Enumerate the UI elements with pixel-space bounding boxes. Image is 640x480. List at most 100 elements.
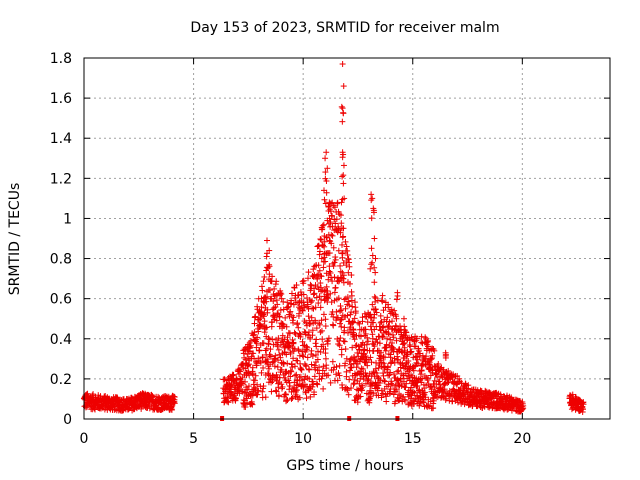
data-point (295, 304, 302, 311)
data-point (303, 319, 310, 326)
data-point (328, 299, 335, 306)
data-point (251, 329, 258, 336)
data-point-peak (339, 105, 346, 112)
data-point (268, 379, 275, 386)
data-point (225, 399, 232, 406)
data-point (275, 393, 282, 400)
data-point (315, 300, 322, 307)
data-point (331, 274, 338, 281)
chart-title: Day 153 of 2023, SRMTID for receiver mal… (190, 20, 499, 36)
data-point (294, 393, 301, 400)
data-point (290, 314, 297, 321)
data-point (277, 307, 284, 314)
data-point (303, 363, 310, 370)
data-point (340, 225, 347, 232)
data-point (269, 359, 276, 366)
data-point-peak (339, 61, 346, 68)
data-point-peak (322, 155, 329, 162)
data-point-peak (339, 250, 346, 257)
data-point (337, 262, 344, 269)
data-point (383, 398, 390, 405)
data-point-peak (340, 180, 347, 187)
data-point (335, 370, 342, 377)
data-point (314, 348, 321, 355)
data-point (317, 329, 324, 336)
data-point (345, 298, 352, 305)
data-point (244, 399, 251, 406)
data-point-peak (400, 315, 407, 322)
data-point (319, 336, 326, 343)
data-point (333, 363, 340, 370)
data-point (314, 243, 321, 250)
data-point (259, 388, 266, 395)
data-point-peak (393, 296, 400, 303)
data-point (296, 394, 303, 401)
data-point (263, 324, 270, 331)
data-point (264, 356, 271, 363)
data-point (325, 295, 332, 302)
data-point (260, 383, 267, 390)
data-point-peak (339, 118, 346, 125)
data-point (306, 321, 313, 328)
data-point (267, 353, 274, 360)
data-point (307, 299, 314, 306)
data-point (348, 364, 355, 371)
data-point (351, 336, 358, 343)
data-point (330, 263, 337, 270)
data-point (319, 367, 326, 374)
data-point (221, 376, 228, 383)
data-point (336, 320, 343, 327)
data-point (347, 356, 354, 363)
data-point (270, 305, 277, 312)
data-point (351, 354, 358, 361)
data-point (336, 342, 343, 349)
data-point (337, 229, 344, 236)
data-point (327, 208, 334, 215)
data-point (311, 373, 318, 380)
data-point (369, 301, 376, 308)
data-point (253, 344, 260, 351)
data-point (330, 244, 337, 251)
data-point (323, 283, 330, 290)
data-point (269, 336, 276, 343)
grid (84, 58, 610, 419)
data-point-peak (401, 323, 408, 330)
data-point (305, 269, 312, 276)
data-point (300, 353, 307, 360)
data-point (274, 339, 281, 346)
data-point (261, 273, 268, 280)
y-tick-label: 1 (63, 211, 72, 227)
data-point (317, 304, 324, 311)
data-point (318, 327, 325, 334)
data-point-peak (368, 191, 375, 198)
data-point-peak (340, 172, 347, 179)
data-point (290, 340, 297, 347)
data-point (337, 316, 344, 323)
data-point (342, 238, 349, 245)
data-point (286, 382, 293, 389)
data-point (271, 285, 278, 292)
data-point (168, 406, 175, 413)
data-point (171, 393, 178, 400)
data-point (295, 312, 302, 319)
data-point (271, 355, 278, 362)
data-point (340, 338, 347, 345)
data-point (334, 377, 341, 384)
data-point (345, 269, 352, 276)
data-point-peak (394, 292, 401, 299)
data-point (301, 376, 308, 383)
data-point (351, 299, 358, 306)
data-point (259, 287, 266, 294)
y-axis-label: SRMTID / TECUs (7, 183, 23, 296)
data-point (343, 243, 350, 250)
data-point (265, 335, 272, 342)
data-point (348, 385, 355, 392)
data-point (291, 345, 298, 352)
data-point (342, 305, 349, 312)
x-tick-label: 0 (80, 431, 89, 447)
data-point (313, 336, 320, 343)
data-point (254, 334, 261, 341)
data-point (333, 308, 340, 315)
data-point-peak (338, 199, 345, 206)
data-point (287, 350, 294, 357)
